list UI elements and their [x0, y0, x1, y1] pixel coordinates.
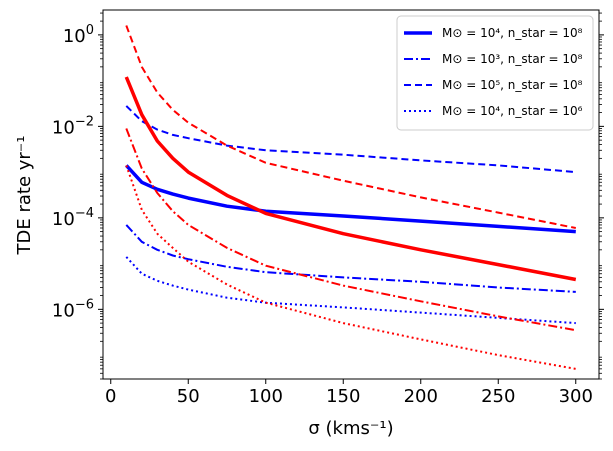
x-tick-label: 250 — [481, 386, 515, 407]
x-axis-label: σ (kms⁻¹) — [308, 418, 393, 439]
x-tick-label: 300 — [559, 386, 593, 407]
x-tick-label: 0 — [105, 386, 116, 407]
legend-label: M⊙ = 10⁴, n_star = 10⁶ — [442, 104, 583, 118]
y-axis-label: TDE rate yr⁻¹ — [14, 135, 35, 255]
plot-frame — [102, 9, 600, 380]
series-line — [125, 105, 576, 174]
legend-label: M⊙ = 10⁵, n_star = 10⁸ — [442, 78, 583, 92]
series-line — [125, 164, 576, 234]
series-layer — [124, 25, 577, 370]
series-line — [124, 76, 577, 282]
x-tick-label: 50 — [177, 386, 200, 407]
legend-label: M⊙ = 10⁴, n_star = 10⁸ — [442, 26, 583, 40]
x-tick-label: 200 — [404, 386, 438, 407]
y-tick-label: 10−4 — [52, 206, 94, 230]
legend: M⊙ = 10⁴, n_star = 10⁸ M⊙ = 10³, n_star =… — [396, 15, 594, 131]
axis-major-ticks — [98, 34, 604, 384]
legend-label: M⊙ = 10³, n_star = 10⁸ — [442, 52, 583, 66]
series-line — [125, 128, 576, 332]
series-line — [125, 25, 576, 229]
y-tick-label: 10−6 — [52, 297, 94, 321]
x-tick-label: 150 — [326, 386, 360, 407]
series-line — [125, 224, 576, 293]
tick-labels: 0 50 100 150 200 250 300 100 10−2 10−4 10−6 — [52, 23, 593, 407]
y-tick-label: 10−2 — [52, 114, 94, 138]
x-tick-label: 100 — [249, 386, 283, 407]
legend-frame — [396, 15, 594, 131]
y-minor-ticks — [100, 12, 602, 380]
y-tick-label: 100 — [63, 23, 94, 47]
series-line — [125, 256, 576, 325]
series-line — [125, 165, 576, 370]
